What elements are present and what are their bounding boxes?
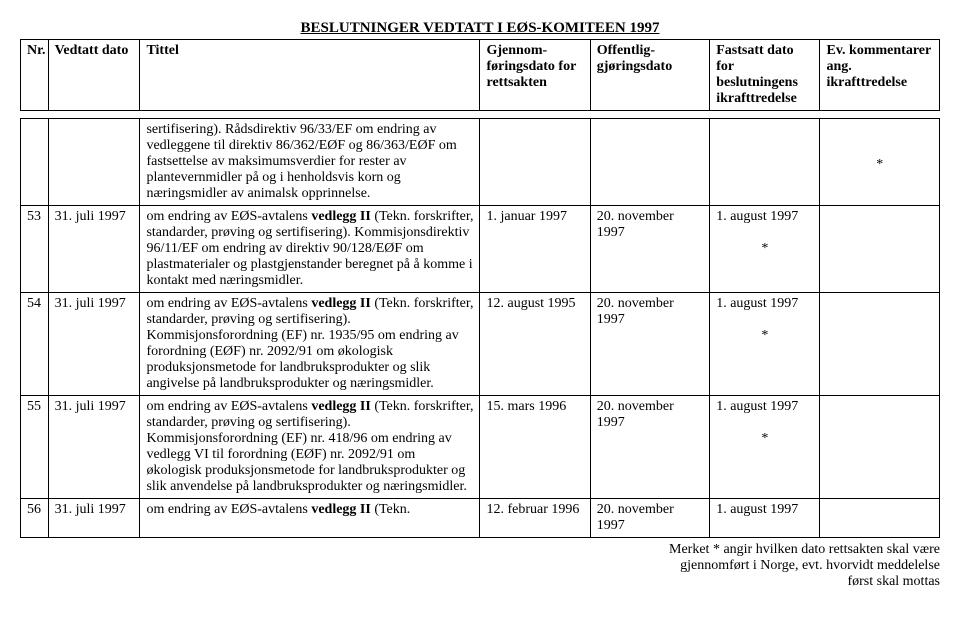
col-header-ev: Ev. kommentarer ang. ikrafttredelse	[820, 40, 940, 111]
footnote-line-1: Merket * angir hvilken dato rettsakten s…	[669, 542, 940, 557]
cell-og: 20. november 1997	[590, 206, 709, 293]
col-header-vedtatt: Vedtatt dato	[48, 40, 140, 111]
cell-fd: 1. august 1997*	[710, 396, 820, 499]
cell-og: 20. november 1997	[590, 499, 709, 538]
table-row: 54 31. juli 1997 om endring av EØS-avtal…	[21, 293, 940, 396]
page-title: BESLUTNINGER VEDTATT I EØS-KOMITEEN 1997	[20, 20, 940, 37]
col-header-nr: Nr.	[21, 40, 49, 111]
cell-fd: 1. august 1997*	[710, 293, 820, 396]
col-header-tittel: Tittel	[140, 40, 480, 111]
cell-ev: *	[820, 119, 940, 206]
cell-fd	[710, 119, 820, 206]
cell-nr: 55	[21, 396, 49, 499]
cell-ev	[820, 206, 940, 293]
footnote: Merket * angir hvilken dato rettsakten s…	[20, 542, 940, 590]
cell-vedtatt: 31. juli 1997	[48, 206, 140, 293]
cell-nr: 54	[21, 293, 49, 396]
cell-gf: 15. mars 1996	[480, 396, 590, 499]
cell-fd: 1. august 1997*	[710, 206, 820, 293]
footnote-line-3: først skal mottas	[847, 574, 940, 589]
col-header-fd: Fastsatt dato for beslutningens ikrafttr…	[710, 40, 820, 111]
cell-ev	[820, 396, 940, 499]
table-row: 53 31. juli 1997 om endring av EØS-avtal…	[21, 206, 940, 293]
cell-ev	[820, 293, 940, 396]
cell-nr	[21, 119, 49, 206]
cell-gf: 12. august 1995	[480, 293, 590, 396]
col-header-gf: Gjennom-føringsdato for rettsakten	[480, 40, 590, 111]
cell-ev	[820, 499, 940, 538]
cell-og: 20. november 1997	[590, 293, 709, 396]
cell-tittel: om endring av EØS-avtalens vedlegg II (T…	[140, 499, 480, 538]
table-row: 56 31. juli 1997 om endring av EØS-avtal…	[21, 499, 940, 538]
cell-gf	[480, 119, 590, 206]
cell-tittel: om endring av EØS-avtalens vedlegg II (T…	[140, 293, 480, 396]
cell-vedtatt: 31. juli 1997	[48, 293, 140, 396]
cell-tittel: om endring av EØS-avtalens vedlegg II (T…	[140, 206, 480, 293]
cell-tittel: om endring av EØS-avtalens vedlegg II (T…	[140, 396, 480, 499]
decisions-table: Nr. Vedtatt dato Tittel Gjennom-føringsd…	[20, 39, 940, 538]
cell-vedtatt: 31. juli 1997	[48, 499, 140, 538]
cell-vedtatt	[48, 119, 140, 206]
col-header-og: Offentlig-gjøringsdato	[590, 40, 709, 111]
header-row: Nr. Vedtatt dato Tittel Gjennom-føringsd…	[21, 40, 940, 111]
table-row: 55 31. juli 1997 om endring av EØS-avtal…	[21, 396, 940, 499]
cell-gf: 12. februar 1996	[480, 499, 590, 538]
table-row: sertifisering). Rådsdirektiv 96/33/EF om…	[21, 119, 940, 206]
cell-og	[590, 119, 709, 206]
cell-nr: 53	[21, 206, 49, 293]
cell-og: 20. november 1997	[590, 396, 709, 499]
cell-tittel: sertifisering). Rådsdirektiv 96/33/EF om…	[140, 119, 480, 206]
cell-fd: 1. august 1997	[710, 499, 820, 538]
cell-nr: 56	[21, 499, 49, 538]
cell-gf: 1. januar 1997	[480, 206, 590, 293]
cell-vedtatt: 31. juli 1997	[48, 396, 140, 499]
footnote-line-2: gjennomført i Norge, evt. hvorvidt medde…	[680, 558, 940, 573]
